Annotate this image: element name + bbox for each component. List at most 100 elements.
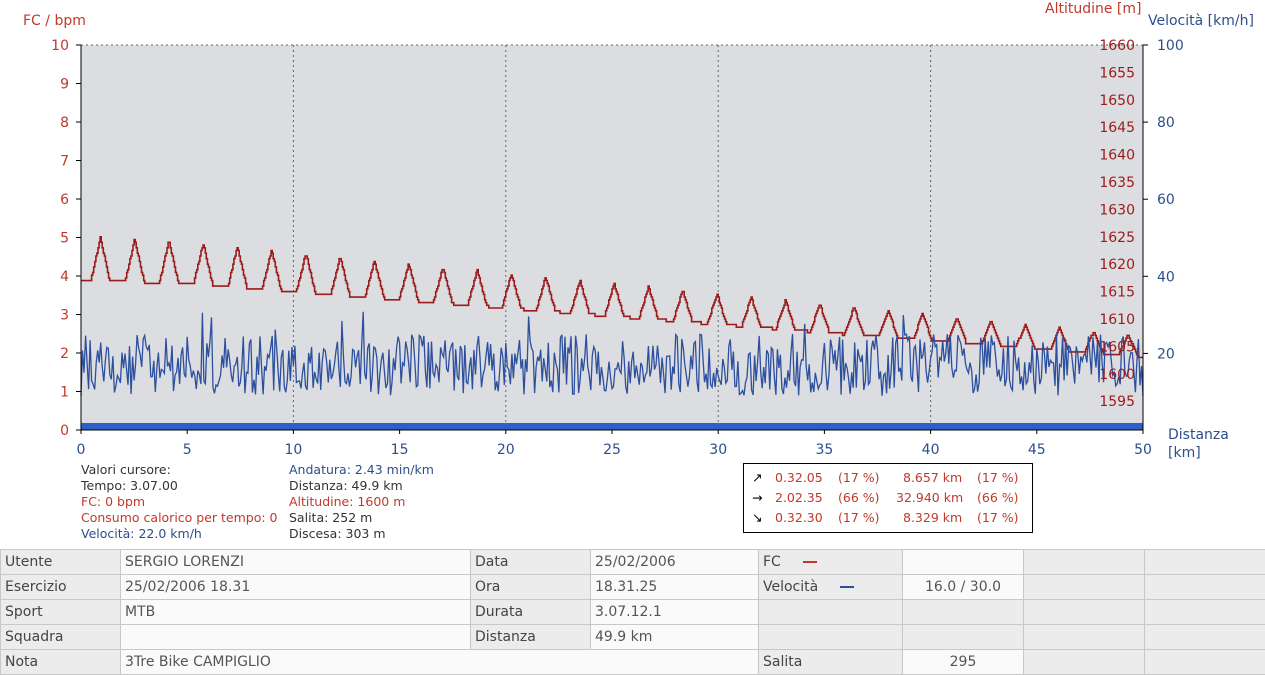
zone-time: 0.32.30 bbox=[775, 510, 823, 525]
utente-value: SERGIO LORENZI bbox=[120, 549, 471, 575]
zone-row-down: ↘ 0.32.30 (17 %) 8.329 km (17 %) bbox=[744, 510, 1032, 528]
zone-dist: 8.329 km bbox=[903, 510, 963, 525]
arrow-up-right-icon: ↗ bbox=[752, 470, 763, 485]
speed-tick-label: 40 bbox=[1157, 269, 1175, 285]
zone-dist: 8.657 km bbox=[903, 470, 963, 485]
altitude-tick-label: 1600 bbox=[1099, 367, 1135, 383]
zone-time-pct: (17 %) bbox=[838, 510, 880, 525]
altitude-tick-label: 1645 bbox=[1099, 120, 1135, 136]
empty-cell bbox=[1023, 549, 1145, 575]
speed-tick-label: 100 bbox=[1157, 38, 1184, 54]
altitude-line bbox=[81, 236, 1143, 359]
x-tick-label: 35 bbox=[815, 442, 833, 458]
salita-label: Salita bbox=[758, 649, 903, 675]
altitude-tick-label: 1660 bbox=[1099, 38, 1135, 54]
distanza-value: 49.9 km bbox=[590, 624, 759, 650]
zone-time-pct: (17 %) bbox=[838, 470, 880, 485]
slope-zones-box: ↗ 0.32.05 (17 %) 8.657 km (17 %) → 2.02.… bbox=[743, 463, 1033, 533]
velocita-legend-label: Velocità bbox=[763, 579, 819, 595]
table-row: Esercizio 25/02/2006 18.31 Ora 18.31.25 … bbox=[0, 574, 1265, 600]
fc-legend-line bbox=[802, 561, 817, 563]
altitude-tick-label: 1630 bbox=[1099, 202, 1135, 218]
arrow-right-icon: → bbox=[752, 490, 763, 505]
empty-cell bbox=[902, 624, 1024, 650]
altitude-tick-label: 1605 bbox=[1099, 339, 1135, 355]
squadra-value bbox=[120, 624, 471, 650]
cursor-velocita: Velocità: 22.0 km/h bbox=[81, 526, 202, 541]
x-tick-label: 5 bbox=[183, 442, 192, 458]
table-row: Nota 3Tre Bike CAMPIGLIO Salita 295 bbox=[0, 649, 1265, 675]
empty-cell bbox=[758, 624, 903, 650]
left-tick-label: 0 bbox=[60, 423, 69, 439]
speed-tick-label: 80 bbox=[1157, 115, 1175, 131]
cursor-distanza: Distanza: 49.9 km bbox=[289, 478, 403, 493]
zone-dist-pct: (66 %) bbox=[977, 490, 1019, 505]
durata-value: 3.07.12.1 bbox=[590, 599, 759, 625]
arrow-down-right-icon: ↘ bbox=[752, 510, 763, 525]
nota-value: 3Tre Bike CAMPIGLIO bbox=[120, 649, 759, 675]
fc-line bbox=[81, 423, 1143, 430]
zone-time: 2.02.35 bbox=[775, 490, 823, 505]
altitude-tick-label: 1650 bbox=[1099, 93, 1135, 109]
zone-row-flat: → 2.02.35 (66 %) 32.940 km (66 %) bbox=[744, 490, 1032, 508]
zone-time-pct: (66 %) bbox=[838, 490, 880, 505]
speed-tick-label: 20 bbox=[1157, 346, 1175, 362]
empty-cell bbox=[1023, 624, 1145, 650]
x-tick-label: 10 bbox=[284, 442, 302, 458]
zone-time: 0.32.05 bbox=[775, 470, 823, 485]
salita-value: 295 bbox=[902, 649, 1024, 675]
left-tick-label: 6 bbox=[60, 192, 69, 208]
altitude-tick-label: 1625 bbox=[1099, 230, 1135, 246]
speed-axis-title: Velocità [km/h] bbox=[1148, 13, 1254, 29]
cursor-fc: FC: 0 bpm bbox=[81, 494, 146, 509]
zone-dist-pct: (17 %) bbox=[977, 470, 1019, 485]
esercizio-value: 25/02/2006 18.31 bbox=[120, 574, 471, 600]
left-tick-label: 8 bbox=[60, 115, 69, 131]
x-tick-label: 50 bbox=[1134, 442, 1152, 458]
empty-cell bbox=[1144, 649, 1265, 675]
empty-cell bbox=[902, 599, 1024, 625]
altitude-axis-title: Altitudine [m] bbox=[1045, 1, 1142, 17]
cursor-title: Valori cursore: bbox=[81, 462, 171, 477]
zone-dist-pct: (17 %) bbox=[977, 510, 1019, 525]
x-tick-label: 0 bbox=[77, 442, 86, 458]
velocita-legend: Velocità bbox=[758, 574, 903, 600]
empty-cell bbox=[1023, 574, 1145, 600]
durata-label: Durata bbox=[470, 599, 591, 625]
empty-cell bbox=[1023, 599, 1145, 625]
x-axis-title: Distanza [km] bbox=[1168, 427, 1229, 461]
x-tick-label: 40 bbox=[922, 442, 940, 458]
squadra-label: Squadra bbox=[0, 624, 121, 650]
cursor-discesa: Discesa: 303 m bbox=[289, 526, 386, 541]
workout-info-table: Utente SERGIO LORENZI Data 25/02/2006 FC… bbox=[0, 549, 1265, 675]
velocita-legend-line bbox=[840, 586, 855, 588]
cursor-values-2: Andatura: 2.43 min/km Distanza: 49.9 km … bbox=[289, 462, 434, 542]
altitude-tick-label: 1615 bbox=[1099, 285, 1135, 301]
left-tick-label: 1 bbox=[60, 385, 69, 401]
esercizio-label: Esercizio bbox=[0, 574, 121, 600]
left-tick-label: 7 bbox=[60, 154, 69, 170]
sport-label: Sport bbox=[0, 599, 121, 625]
x-tick-label: 15 bbox=[391, 442, 409, 458]
altitude-tick-label: 1640 bbox=[1099, 148, 1135, 164]
fc-value bbox=[902, 549, 1024, 575]
data-label: Data bbox=[470, 549, 591, 575]
empty-cell bbox=[1144, 574, 1265, 600]
fc-legend: FC bbox=[758, 549, 903, 575]
x-tick-label: 45 bbox=[1028, 442, 1046, 458]
sport-value: MTB bbox=[120, 599, 471, 625]
left-tick-label: 2 bbox=[60, 346, 69, 362]
zone-dist: 32.940 km bbox=[896, 490, 964, 505]
cursor-tempo: Tempo: 3.07.00 bbox=[81, 478, 178, 493]
x-tick-label: 20 bbox=[497, 442, 515, 458]
empty-cell bbox=[1144, 624, 1265, 650]
table-row: Utente SERGIO LORENZI Data 25/02/2006 FC bbox=[0, 549, 1265, 575]
left-tick-label: 10 bbox=[51, 38, 69, 54]
table-row: Sport MTB Durata 3.07.12.1 bbox=[0, 599, 1265, 625]
altitude-tick-label: 1595 bbox=[1099, 394, 1135, 410]
altitude-tick-label: 1620 bbox=[1099, 257, 1135, 273]
fc-legend-label: FC bbox=[763, 554, 781, 570]
left-tick-label: 9 bbox=[60, 77, 69, 93]
ora-value: 18.31.25 bbox=[590, 574, 759, 600]
